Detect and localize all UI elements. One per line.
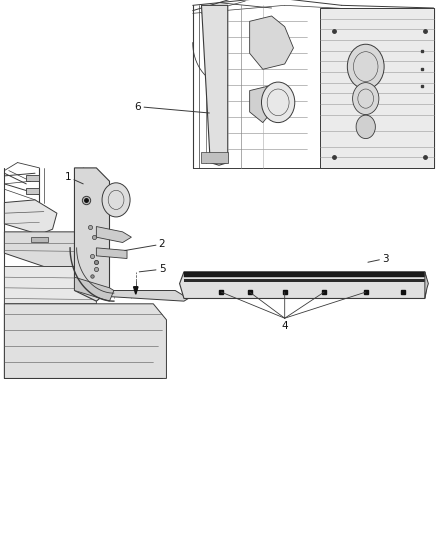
Polygon shape xyxy=(31,237,48,242)
Text: 4: 4 xyxy=(281,321,288,331)
Polygon shape xyxy=(320,8,434,168)
Circle shape xyxy=(356,115,375,139)
Polygon shape xyxy=(250,16,293,69)
Polygon shape xyxy=(201,5,228,165)
Text: 5: 5 xyxy=(139,264,166,274)
Polygon shape xyxy=(74,168,110,301)
Text: 3: 3 xyxy=(368,254,389,263)
Polygon shape xyxy=(425,272,428,298)
Polygon shape xyxy=(250,85,280,123)
Circle shape xyxy=(347,44,384,89)
Polygon shape xyxy=(96,248,127,259)
Polygon shape xyxy=(96,290,188,301)
Text: 2: 2 xyxy=(125,239,166,251)
Polygon shape xyxy=(96,227,131,243)
Polygon shape xyxy=(4,266,96,304)
Polygon shape xyxy=(180,272,427,298)
Polygon shape xyxy=(184,272,425,277)
Polygon shape xyxy=(26,175,39,181)
Polygon shape xyxy=(4,304,166,378)
Circle shape xyxy=(102,183,130,217)
Polygon shape xyxy=(4,232,109,266)
Circle shape xyxy=(261,82,295,123)
Polygon shape xyxy=(184,279,425,282)
Text: 1: 1 xyxy=(64,172,83,184)
Polygon shape xyxy=(4,200,57,235)
Circle shape xyxy=(353,83,379,115)
Polygon shape xyxy=(74,277,114,301)
Polygon shape xyxy=(201,152,228,163)
Polygon shape xyxy=(134,287,138,294)
Text: 6: 6 xyxy=(134,102,209,113)
Polygon shape xyxy=(26,188,39,194)
